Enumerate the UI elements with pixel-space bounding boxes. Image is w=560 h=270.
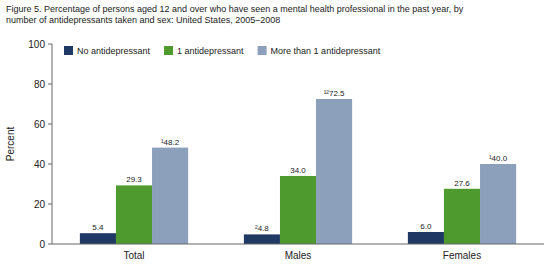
data-label: 29.3 [126, 175, 142, 184]
y-tick-label: 80 [34, 79, 46, 90]
x-axis [52, 244, 544, 245]
x-tick-label: Females [443, 250, 481, 261]
bar [116, 185, 152, 244]
y-axis-label: Percent [5, 127, 16, 162]
bar [280, 176, 316, 244]
title-line: number of antidepressants taken and sex:… [6, 15, 280, 25]
data-label: 6.0 [420, 222, 432, 231]
bar [480, 164, 516, 244]
data-label: 27.6 [454, 179, 470, 188]
bar [80, 233, 116, 244]
bar [316, 99, 352, 244]
bar [152, 148, 188, 244]
chart: Figure 5. Percentage of persons aged 12 … [0, 0, 560, 270]
data-label: 5.4 [92, 223, 104, 232]
legend-label: More than 1 antidepressant [271, 46, 381, 56]
data-label: ²4.8 [255, 224, 269, 233]
data-label: ¹48.2 [161, 138, 180, 147]
legend-swatch [64, 46, 73, 55]
y-tick [48, 124, 52, 125]
title: Figure 5. Percentage of persons aged 12 … [6, 4, 464, 25]
title-line: Figure 5. Percentage of persons aged 12 … [6, 4, 464, 14]
legend-label: 1 antidepressant [177, 46, 244, 56]
bar [444, 189, 480, 244]
y-tick-label: 60 [34, 119, 46, 130]
y-tick-label: 40 [34, 159, 46, 170]
data-label: ¹²72.5 [324, 89, 345, 98]
y-tick-label: 20 [34, 199, 46, 210]
legend-label: No antidepressant [77, 46, 151, 56]
legend: No antidepressant 1 antidepressant More th… [64, 46, 381, 56]
y-axis [52, 44, 53, 244]
data-label: ¹40.0 [489, 154, 508, 163]
legend-swatch [164, 46, 173, 55]
y-tick [48, 84, 52, 85]
legend-swatch [258, 46, 267, 55]
y-tick [48, 204, 52, 205]
bar [408, 232, 444, 244]
y-tick [48, 44, 52, 45]
y-tick-label: 100 [28, 39, 45, 50]
x-tick-label: Total [123, 250, 144, 261]
y-tick [48, 244, 52, 245]
y-tick [48, 164, 52, 165]
y-tick-label: 0 [39, 239, 45, 250]
bars [80, 99, 516, 244]
bar [244, 234, 280, 244]
data-label: 34.0 [290, 166, 306, 175]
x-tick-label: Males [285, 250, 312, 261]
